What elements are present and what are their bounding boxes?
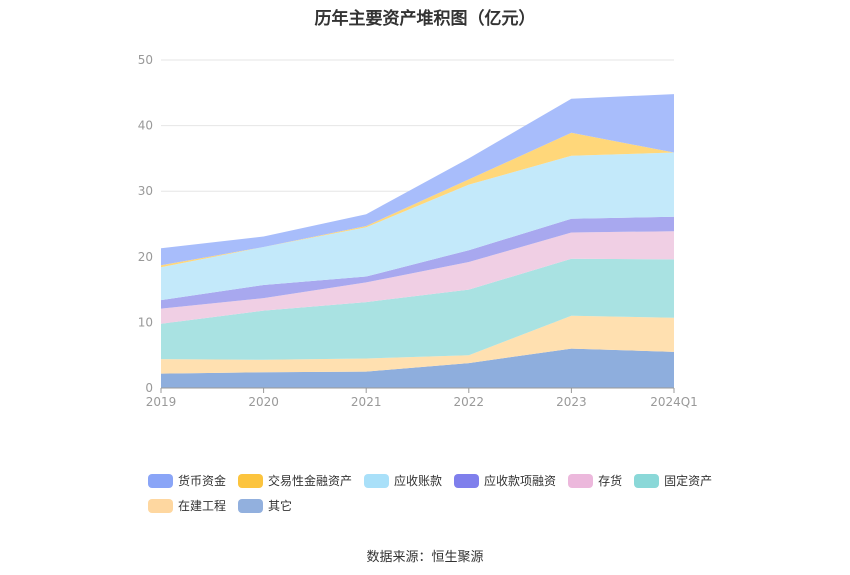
legend-label: 存货 [598,474,623,488]
area-series-5 [161,216,674,309]
legend-label: 交易性金融资产 [268,474,353,488]
x-tick-label: 2020 [248,395,279,409]
legend-item[interactable]: 固定资产 [634,472,712,489]
legend-swatch [148,473,173,488]
legend-item[interactable]: 在建工程 [148,497,226,514]
legend-label: 在建工程 [178,499,227,513]
area-series [161,94,674,388]
x-tick-label: 2019 [146,395,177,409]
x-tick-label: 2023 [556,395,587,409]
x-tick-label: 2021 [351,395,382,409]
legend-label: 其它 [268,499,293,513]
legend-item[interactable]: 存货 [568,472,622,489]
legend-swatch [238,498,264,513]
y-tick-label: 40 [138,119,153,133]
legend-swatch [148,498,173,513]
legend-label: 应收账款 [394,474,443,488]
legend-swatch [634,473,660,488]
area-series-6 [161,152,674,301]
legend-label: 固定资产 [664,474,713,488]
area-series-7 [161,132,674,268]
legend-swatch [364,473,390,488]
y-tick-label: 0 [145,381,153,395]
legend-swatch [454,473,480,488]
area-series-4 [161,231,674,324]
chart-title: 历年主要资产堆积图（亿元） [314,9,536,29]
area-series-2 [161,315,674,374]
x-tick-label: 2022 [454,395,485,409]
area-series-1 [161,348,674,388]
y-tick-label: 50 [138,53,153,67]
y-tick-label: 30 [138,184,153,198]
legend-swatch [568,473,594,488]
axes: 0 10 20 30 40 50 2019 2020 2021 2022 2023 2024Q1 [138,53,698,409]
legend-item[interactable]: 货币资金 [148,472,226,489]
y-tick-label: 10 [138,315,153,329]
legend: 货币资金 交易性金融资产 应收账款 应收款项融资 存货 固定资产在建工程 其它 [148,472,728,514]
legend-item[interactable]: 应收款项融资 [454,472,556,489]
data-source: 数据来源：恒生聚源 [366,550,484,565]
legend-swatch [238,473,264,488]
y-tick-label: 20 [138,250,153,264]
legend-item[interactable]: 应收账款 [364,472,442,489]
area-series-8 [161,94,674,266]
legend-label: 货币资金 [178,474,227,488]
x-tick-label: 2024Q1 [650,395,698,409]
legend-label: 应收款项融资 [484,474,557,488]
legend-item[interactable]: 交易性金融资产 [238,472,352,489]
legend-item[interactable]: 其它 [238,497,292,514]
area-series-3 [161,258,674,360]
